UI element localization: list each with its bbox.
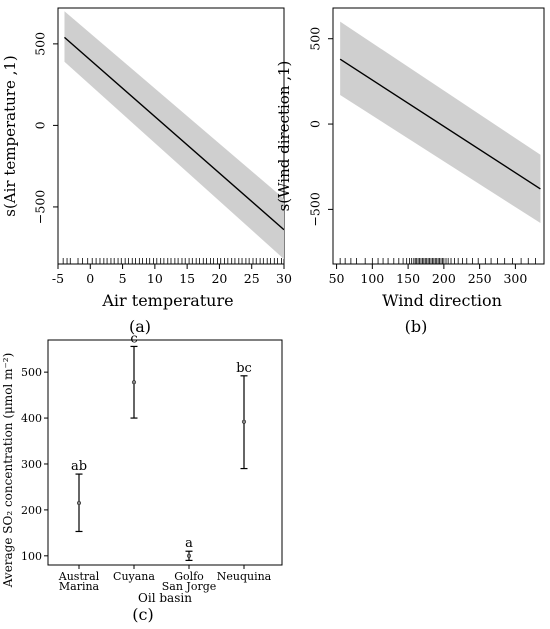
y-tick-label: 300: [21, 458, 42, 471]
y-tick-label: 400: [21, 412, 42, 425]
x-tick-label: 30: [276, 271, 292, 286]
x-tick-label: Austral: [58, 570, 100, 583]
x-tick-label: -5: [52, 271, 64, 286]
confidence-band: [340, 21, 541, 224]
x-tick-label: Cuyana: [113, 570, 155, 583]
panel-a: s(Air temperature ,1) Air temperature (a…: [1, 7, 292, 336]
plot-frame: [47, 339, 283, 566]
confidence-band: [64, 11, 284, 260]
mean-point: [241, 419, 247, 424]
y-tick-label: −500: [33, 190, 48, 224]
x-tick-label: 15: [179, 271, 195, 286]
significance-letter: ab: [71, 459, 87, 474]
mean-point: [131, 380, 137, 385]
x-tick-label: 250: [468, 271, 492, 286]
significance-letter: a: [185, 536, 193, 551]
x-tick-label: 10: [147, 271, 163, 286]
x-tick-label: 50: [329, 271, 345, 286]
x-tick-label: 0: [86, 271, 94, 286]
significance-letter: c: [130, 331, 137, 346]
x-tick-label: 100: [360, 271, 384, 286]
y-tick-label: 500: [21, 366, 42, 379]
panel-caption: (a): [129, 317, 151, 336]
panel-b: s(Wind direction ,1) Wind direction (b) …: [275, 7, 545, 336]
y-tick-label: 500: [33, 32, 48, 56]
y-tick-label: 200: [21, 504, 42, 517]
mean-point: [76, 500, 82, 506]
x-axis-label: Wind direction: [382, 291, 502, 310]
x-tick-label: Marina: [59, 580, 100, 593]
y-tick-label: 0: [33, 121, 48, 129]
mean-point: [186, 553, 192, 558]
fit-line: [63, 36, 285, 231]
panel-caption: (c): [132, 605, 153, 624]
x-tick-label: 200: [432, 271, 456, 286]
x-tick-label: 300: [503, 271, 527, 286]
y-axis-label: s(Wind direction ,1): [275, 61, 293, 212]
panel-caption: (b): [405, 317, 428, 336]
panel-c: Average SO₂ concentration (μmol m⁻²) Oil…: [1, 331, 283, 624]
y-axis-label: Average SO₂ concentration (μmol m⁻²): [1, 353, 15, 589]
y-tick-label: 500: [308, 27, 323, 51]
x-tick-label: San Jorge: [162, 580, 217, 593]
x-tick-label: 25: [244, 271, 260, 286]
fit-line: [339, 58, 541, 190]
x-tick-label: Golfo: [174, 570, 204, 583]
y-axis-label: s(Air temperature ,1): [1, 55, 19, 217]
x-tick-label: 5: [119, 271, 127, 286]
y-tick-label: 100: [21, 550, 42, 563]
x-axis-label: Oil basin: [138, 591, 192, 605]
x-axis-label: Air temperature: [101, 291, 233, 310]
y-tick-label: 0: [308, 120, 323, 128]
y-tick-label: −500: [308, 192, 323, 226]
significance-letter: bc: [236, 361, 252, 376]
x-tick-label: Neuquina: [217, 570, 272, 583]
x-tick-label: 20: [211, 271, 227, 286]
x-tick-label: 150: [396, 271, 420, 286]
